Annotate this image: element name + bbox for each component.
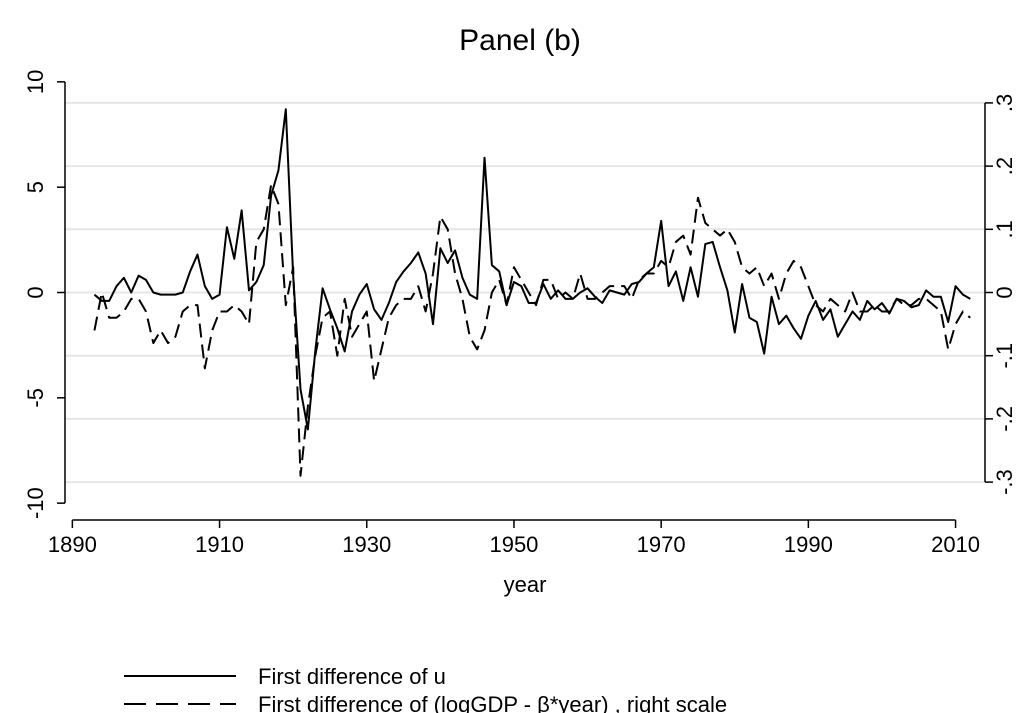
x-tick-label: 1990	[784, 532, 833, 557]
legend-label: First difference of u	[258, 664, 446, 689]
x-tick-label: 1930	[342, 532, 391, 557]
y-tick-label: -5	[23, 388, 48, 408]
y2-tick-label: .3	[992, 94, 1017, 112]
x-axis-label: year	[504, 572, 547, 597]
line-series	[93, 184, 971, 477]
y-tick-label: 0	[23, 286, 48, 298]
y-tick-label: 5	[23, 181, 48, 193]
x-tick-label: 1950	[489, 532, 538, 557]
x-tick-label: 1970	[637, 532, 686, 557]
x-tick-label: 2010	[931, 532, 980, 557]
y-tick-label: -10	[23, 487, 48, 519]
y2-tick-label: 0	[992, 286, 1017, 298]
chart-title: Panel (b)	[459, 24, 581, 57]
y2-tick-label: -.2	[992, 406, 1017, 432]
y-tick-label: 10	[23, 70, 48, 94]
y2-tick-label: -.1	[992, 343, 1017, 369]
legend-label: First difference of (logGDP - β*year) , …	[258, 692, 727, 713]
x-tick-label: 1910	[195, 532, 244, 557]
y2-tick-label: .2	[992, 157, 1017, 175]
line-series	[93, 108, 971, 431]
y2-tick-label: .1	[992, 220, 1017, 238]
x-tick-label: 1890	[48, 532, 97, 557]
y2-tick-label: -.3	[992, 469, 1017, 495]
